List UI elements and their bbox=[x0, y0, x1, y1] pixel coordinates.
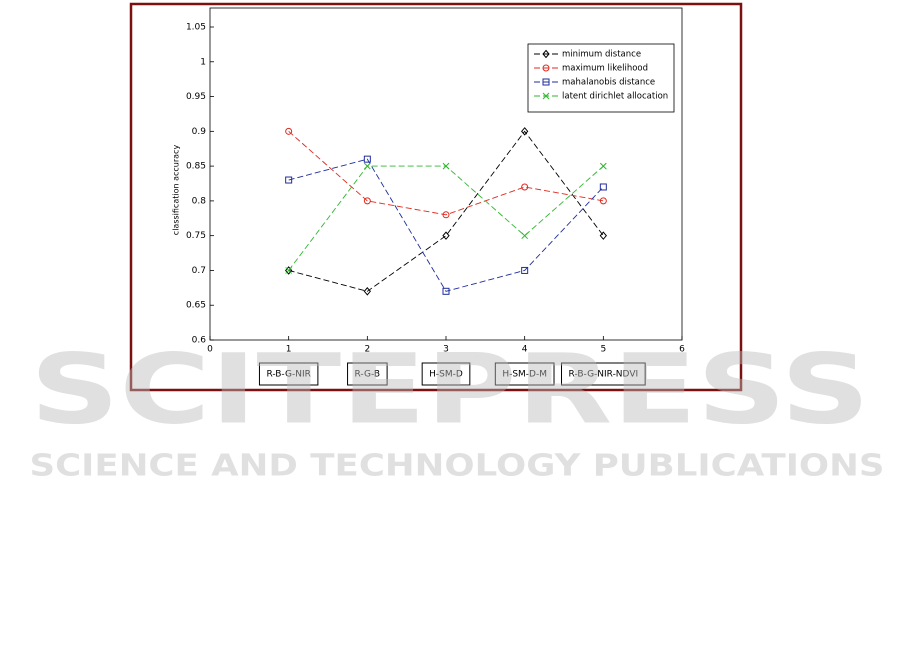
marker bbox=[363, 287, 371, 296]
category-box: R-B-G-NIR-NDVI bbox=[561, 362, 646, 386]
marker bbox=[442, 162, 450, 170]
category-label: R-G-B bbox=[355, 370, 381, 380]
category-label: H-SM-D bbox=[429, 370, 463, 380]
marker bbox=[521, 127, 529, 136]
marker bbox=[363, 197, 371, 205]
watermark-title: SCITEPRESS bbox=[30, 333, 870, 445]
category-label: R-B-G-NIR-NDVI bbox=[569, 370, 639, 380]
category-box: R-G-B bbox=[347, 362, 388, 386]
x-tick-label: 5 bbox=[600, 345, 606, 355]
marker bbox=[599, 231, 607, 240]
y-tick-label: 1.05 bbox=[186, 23, 206, 33]
series-line bbox=[288, 158, 604, 292]
category-frame bbox=[258, 362, 319, 386]
marker bbox=[442, 211, 450, 219]
y-tick-label: 0.8 bbox=[192, 196, 207, 206]
x-tick-label: 0 bbox=[207, 345, 213, 355]
marker bbox=[521, 183, 529, 191]
series-line bbox=[288, 130, 604, 292]
marker bbox=[599, 183, 607, 191]
y-tick-label: 0.85 bbox=[186, 162, 206, 172]
category-box: H-SM-D bbox=[421, 362, 471, 386]
category-frame bbox=[561, 362, 646, 386]
marker bbox=[442, 231, 450, 240]
y-axis-label: classification accuracy bbox=[172, 145, 181, 236]
y-tick-label: 0.75 bbox=[186, 231, 206, 241]
marker bbox=[521, 232, 529, 240]
y-tick-label: 0.95 bbox=[186, 92, 206, 102]
category-frame bbox=[347, 362, 388, 386]
y-tick-label: 0.9 bbox=[192, 127, 207, 137]
series-line bbox=[288, 130, 604, 216]
marker bbox=[599, 162, 607, 170]
y-tick-label: 0.6 bbox=[192, 336, 207, 346]
legend-marker bbox=[542, 92, 550, 100]
marker bbox=[521, 266, 529, 274]
marker bbox=[363, 162, 371, 170]
legend-label: latent dirichlet allocation bbox=[562, 92, 668, 102]
marker bbox=[285, 267, 293, 274]
legend-marker bbox=[542, 78, 550, 86]
y-tick-label: 0.65 bbox=[186, 301, 206, 311]
legend-label: mahalanobis distance bbox=[562, 78, 655, 88]
marker bbox=[442, 287, 450, 295]
category-label: R-B-G-NIR bbox=[266, 370, 310, 380]
legend-label: maximum likelihood bbox=[562, 64, 648, 74]
y-tick-label: 1 bbox=[200, 57, 206, 67]
legend-box bbox=[527, 43, 675, 113]
marker bbox=[285, 127, 293, 135]
marker bbox=[363, 155, 371, 163]
category-frame bbox=[421, 362, 471, 386]
x-tick-label: 6 bbox=[679, 345, 685, 355]
y-tick-label: 0.7 bbox=[192, 266, 206, 276]
x-tick-label: 3 bbox=[443, 345, 449, 355]
category-box: H-SM-D-M bbox=[494, 362, 555, 386]
watermark-subtitle: SCIENCE AND TECHNOLOGY PUBLICATIONS bbox=[30, 449, 885, 484]
legend-marker bbox=[542, 49, 550, 59]
legend-label: minimum distance bbox=[562, 50, 641, 60]
marker bbox=[599, 197, 607, 205]
marker bbox=[285, 266, 293, 275]
legend-marker bbox=[542, 64, 550, 72]
x-tick-label: 4 bbox=[522, 345, 528, 355]
category-frame bbox=[494, 362, 555, 386]
category-box: R-B-G-NIR bbox=[258, 362, 319, 386]
marker bbox=[285, 176, 293, 184]
category-label: H-SM-D-M bbox=[502, 370, 547, 380]
x-tick-label: 2 bbox=[364, 345, 370, 355]
x-tick-label: 1 bbox=[286, 345, 292, 355]
